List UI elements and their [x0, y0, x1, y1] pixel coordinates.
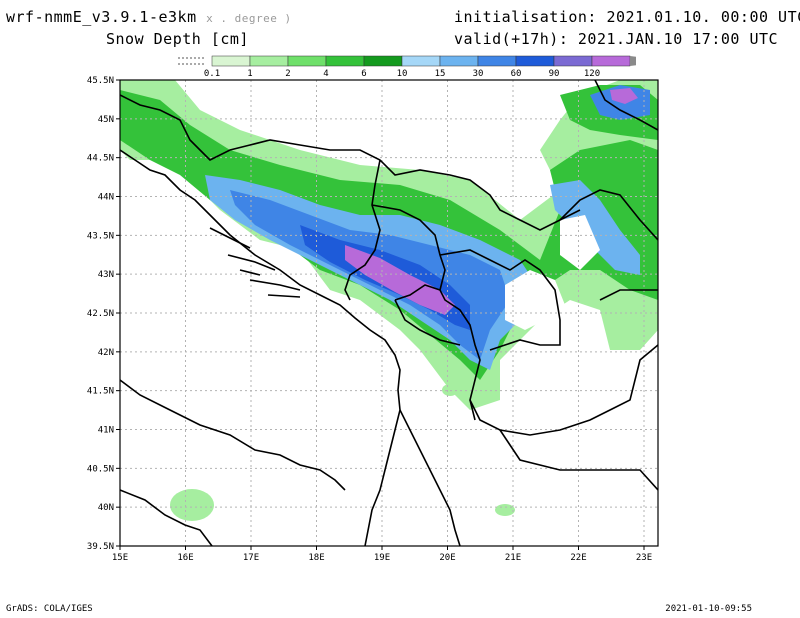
legend-level-label: 4	[323, 69, 328, 79]
border-inner-3	[559, 80, 658, 301]
legend-level-label: 0.1	[204, 69, 220, 79]
clear-gap-2	[560, 215, 600, 270]
valid-value: 2021.JAN.10 17:00 UTC	[577, 30, 779, 48]
lon-label: 15E	[112, 553, 128, 563]
lon-label: 20E	[439, 553, 455, 563]
longitude-labels: 15E 16E 17E 18E 19E 20E 21E 22E 23E	[112, 546, 652, 563]
lat-label: 43N	[98, 270, 114, 280]
valid-line: valid(+17h): 2021.JAN.10 17:00 UTC	[454, 30, 778, 48]
lat-label: 42.5N	[87, 309, 114, 319]
lat-label: 41N	[98, 426, 114, 436]
legend-level-label: 6	[361, 69, 366, 79]
lat-label: 45.5N	[87, 76, 114, 86]
legend-below-indicator	[178, 57, 206, 65]
clear-gap	[505, 270, 565, 330]
lat-label: 44.5N	[87, 154, 114, 164]
lat-label: 40.5N	[87, 464, 114, 474]
init-line: initialisation: 2021.01.10. 00:00 UTC	[454, 8, 800, 26]
variable-title: Snow Depth [cm]	[106, 30, 249, 48]
lon-label: 16E	[177, 553, 193, 563]
snow-zone-east-blue	[550, 180, 640, 275]
lat-label: 43.5N	[87, 231, 114, 241]
snow-patch-south	[170, 489, 214, 521]
lon-label: 22E	[570, 553, 586, 563]
latitude-labels: 45.5N 45N 44.5N 44N 43.5N 43N 42.5N 42N 41.5N 41N…	[87, 76, 120, 552]
init-label: initialisation:	[454, 8, 597, 26]
color-legend: 0.1 1 2 4 6 10 15 30 60 90 120	[178, 55, 636, 79]
lat-label: 39.5N	[87, 542, 114, 552]
snow-patch-center	[442, 384, 458, 396]
model-suffix: x . degree )	[206, 12, 292, 25]
legend-level-label: 1	[247, 69, 252, 79]
lon-label: 18E	[308, 553, 324, 563]
lat-label: 44N	[98, 193, 114, 203]
snow-zone-ne-blue	[590, 85, 650, 120]
coastline-adriatic	[120, 149, 401, 546]
init-value: 2021.01.10. 00:00 UTC	[606, 8, 800, 26]
lat-label: 41.5N	[87, 387, 114, 397]
lat-label: 40N	[98, 503, 114, 513]
legend-level-label: 2	[285, 69, 290, 79]
border-inner-2	[394, 284, 658, 436]
legend-level-label: 15	[435, 69, 446, 79]
model-title: wrf-nmmE_v3.9.1-e3km x . degree )	[6, 8, 292, 26]
lat-label: 42N	[98, 348, 114, 358]
snow-patch-south-2	[495, 504, 515, 516]
lon-label: 17E	[243, 553, 259, 563]
legend-level-label: 120	[584, 69, 600, 79]
footer-timestamp: 2021-01-10-09:55	[665, 604, 752, 614]
coastlines	[120, 80, 658, 546]
border-inner-1	[344, 159, 561, 421]
legend-level-label: 60	[511, 69, 522, 79]
legend-level-label: 30	[473, 69, 484, 79]
valid-label: valid(+17h):	[454, 30, 569, 48]
legend-level-label: 10	[397, 69, 408, 79]
snow-zone-ne-purple	[610, 88, 638, 104]
lon-label: 23E	[636, 553, 652, 563]
lon-label: 19E	[374, 553, 390, 563]
islands	[209, 227, 301, 298]
legend-level-label: 90	[549, 69, 560, 79]
lat-label: 45N	[98, 115, 114, 125]
border-north	[120, 94, 581, 231]
snow-fields	[120, 80, 658, 521]
legend-overflow-arrow	[630, 56, 636, 66]
border-south	[399, 409, 658, 546]
lon-label: 21E	[505, 553, 521, 563]
snow-zone-purple	[345, 245, 455, 315]
footer-credit: GrADS: COLA/IGES	[6, 604, 93, 614]
coastline-italy	[120, 379, 346, 546]
model-name: wrf-nmmE_v3.9.1-e3km	[6, 8, 197, 26]
